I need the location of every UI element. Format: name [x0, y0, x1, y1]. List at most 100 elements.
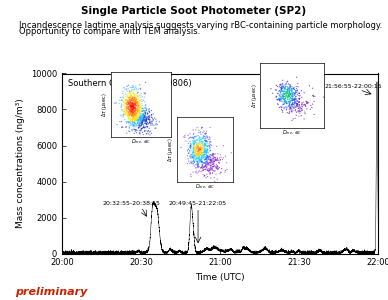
Point [196, 146, 202, 151]
Point [154, 122, 160, 127]
Point [129, 122, 135, 126]
Point [209, 156, 215, 161]
Point [191, 154, 197, 158]
Point [290, 94, 296, 99]
Point [197, 144, 204, 149]
Point [202, 142, 208, 147]
Point [187, 131, 193, 136]
Point [126, 115, 132, 119]
Point [190, 135, 196, 140]
Point [122, 109, 128, 114]
Point [199, 166, 205, 171]
Point [201, 147, 208, 152]
Point [201, 174, 207, 179]
Point [120, 91, 126, 96]
Point [302, 110, 308, 115]
Point [283, 91, 289, 95]
Point [123, 105, 130, 110]
Point [197, 142, 203, 147]
Point [131, 111, 137, 116]
Point [131, 112, 137, 117]
Point [191, 143, 197, 148]
Point [141, 129, 147, 134]
Point [212, 155, 218, 160]
Point [278, 87, 284, 92]
Point [207, 157, 213, 162]
Point [214, 158, 220, 163]
Point [143, 116, 149, 120]
Point [209, 168, 215, 172]
Point [126, 89, 132, 94]
Point [138, 109, 144, 113]
Point [131, 105, 137, 110]
Point [296, 93, 302, 98]
Point [147, 129, 154, 134]
Point [294, 99, 300, 104]
Point [130, 112, 137, 117]
Point [123, 108, 129, 113]
Point [293, 91, 299, 95]
Point [204, 154, 210, 159]
Point [127, 112, 133, 117]
Point [193, 148, 199, 153]
Point [187, 144, 194, 148]
Point [208, 167, 214, 172]
Point [210, 164, 216, 169]
Point [301, 117, 307, 122]
Point [128, 96, 134, 101]
Point [129, 113, 135, 118]
Point [285, 94, 291, 98]
Point [286, 92, 292, 97]
Point [126, 97, 133, 101]
Point [144, 115, 151, 120]
Point [294, 101, 300, 106]
Point [286, 97, 292, 102]
Point [135, 104, 141, 109]
Point [139, 116, 146, 121]
Point [124, 112, 130, 116]
Point [146, 116, 152, 121]
Point [133, 128, 140, 132]
Point [199, 141, 205, 146]
Point [132, 96, 138, 101]
Point [199, 148, 206, 152]
Point [202, 152, 208, 157]
Point [128, 100, 134, 105]
Point [286, 93, 292, 98]
Point [201, 148, 207, 152]
Point [142, 125, 148, 130]
Point [199, 159, 205, 164]
Point [294, 102, 300, 107]
Point [129, 85, 135, 90]
Point [142, 109, 148, 114]
Point [141, 113, 147, 118]
Point [279, 99, 285, 104]
Point [139, 109, 146, 113]
Point [197, 146, 203, 151]
Point [214, 144, 220, 149]
Point [186, 148, 192, 153]
Point [141, 114, 147, 118]
Point [211, 155, 217, 160]
Point [205, 169, 211, 173]
Point [136, 112, 142, 117]
Point [128, 109, 134, 113]
Point [130, 120, 136, 125]
Point [191, 154, 197, 158]
Point [127, 109, 133, 114]
Point [211, 152, 217, 157]
Point [130, 114, 137, 118]
Point [272, 88, 279, 92]
Point [277, 97, 284, 102]
Point [130, 107, 137, 112]
Point [187, 145, 193, 150]
Point [191, 131, 197, 136]
Point [203, 150, 209, 155]
Point [137, 102, 144, 106]
Point [190, 136, 196, 141]
Point [193, 155, 199, 160]
Point [202, 173, 208, 178]
Point [149, 119, 155, 124]
Point [299, 100, 305, 105]
Point [281, 92, 287, 97]
